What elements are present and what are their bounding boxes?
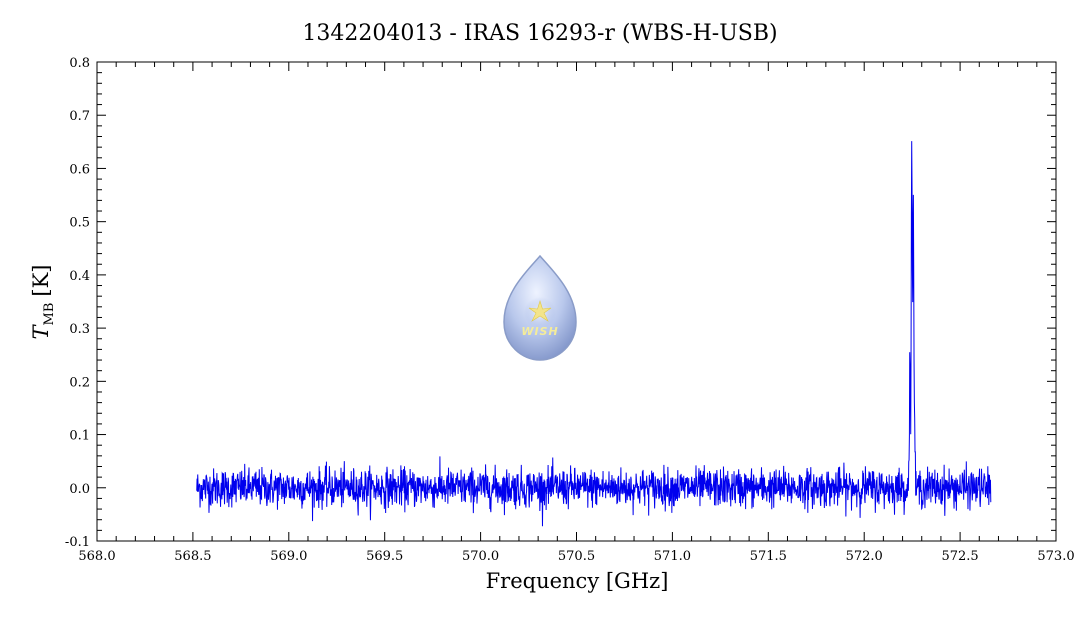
y-tick-label: 0.7 <box>69 109 90 124</box>
x-tick-label: 572.5 <box>941 549 978 564</box>
x-tick-label: 568.5 <box>174 549 211 564</box>
y-axis-label-sub: MB <box>42 303 57 326</box>
x-tick-label: 572.0 <box>846 549 883 564</box>
chart-title: 1342204013 - IRAS 16293-r (WBS-H-USB) <box>302 21 777 46</box>
y-tick-label: 0.3 <box>69 322 90 337</box>
plot-frame <box>96 61 1057 542</box>
series-line <box>196 141 992 527</box>
x-tick-label: 570.0 <box>462 549 499 564</box>
x-tick-label: 570.5 <box>558 549 595 564</box>
y-tick-label: 0.6 <box>69 162 90 177</box>
logo-text: WISH <box>521 325 558 338</box>
wish-logo: WISH <box>503 254 577 361</box>
y-tick-label: 0.5 <box>69 216 90 231</box>
svg-text:TMB[K]: TMB [K] <box>29 265 57 340</box>
x-tick-label: 571.5 <box>750 549 787 564</box>
y-tick-label: 0.8 <box>69 56 90 71</box>
y-tick-label: 0.4 <box>69 269 90 284</box>
x-tick-label: 569.0 <box>270 549 307 564</box>
y-axis-label-unit: [K] <box>29 265 53 297</box>
y-tick-label: 0.1 <box>69 429 90 444</box>
x-tick-label: 569.5 <box>366 549 403 564</box>
star-icon <box>528 299 552 322</box>
y-tick-label: -0.1 <box>65 535 90 550</box>
x-axis-label: Frequency [GHz] <box>486 569 669 593</box>
y-tick-label: 0.0 <box>69 482 90 497</box>
y-axis-label-main: T <box>29 323 53 339</box>
x-tick-label: 573.0 <box>1037 549 1074 564</box>
x-tick-label: 571.0 <box>654 549 691 564</box>
x-axis: 568.0 568.5 569.0 569.5 570.0 570.5 571.0 571.5… <box>78 62 1075 564</box>
y-axis-label: TMB [K] <box>29 265 57 340</box>
y-tick-label: 0.2 <box>69 375 90 390</box>
x-tick-label: 568.0 <box>78 549 115 564</box>
y-axis: -0.1 0.0 0.1 0.2 0.3 0.4 0.5 0.6 0.7 0.8 <box>65 56 1056 550</box>
